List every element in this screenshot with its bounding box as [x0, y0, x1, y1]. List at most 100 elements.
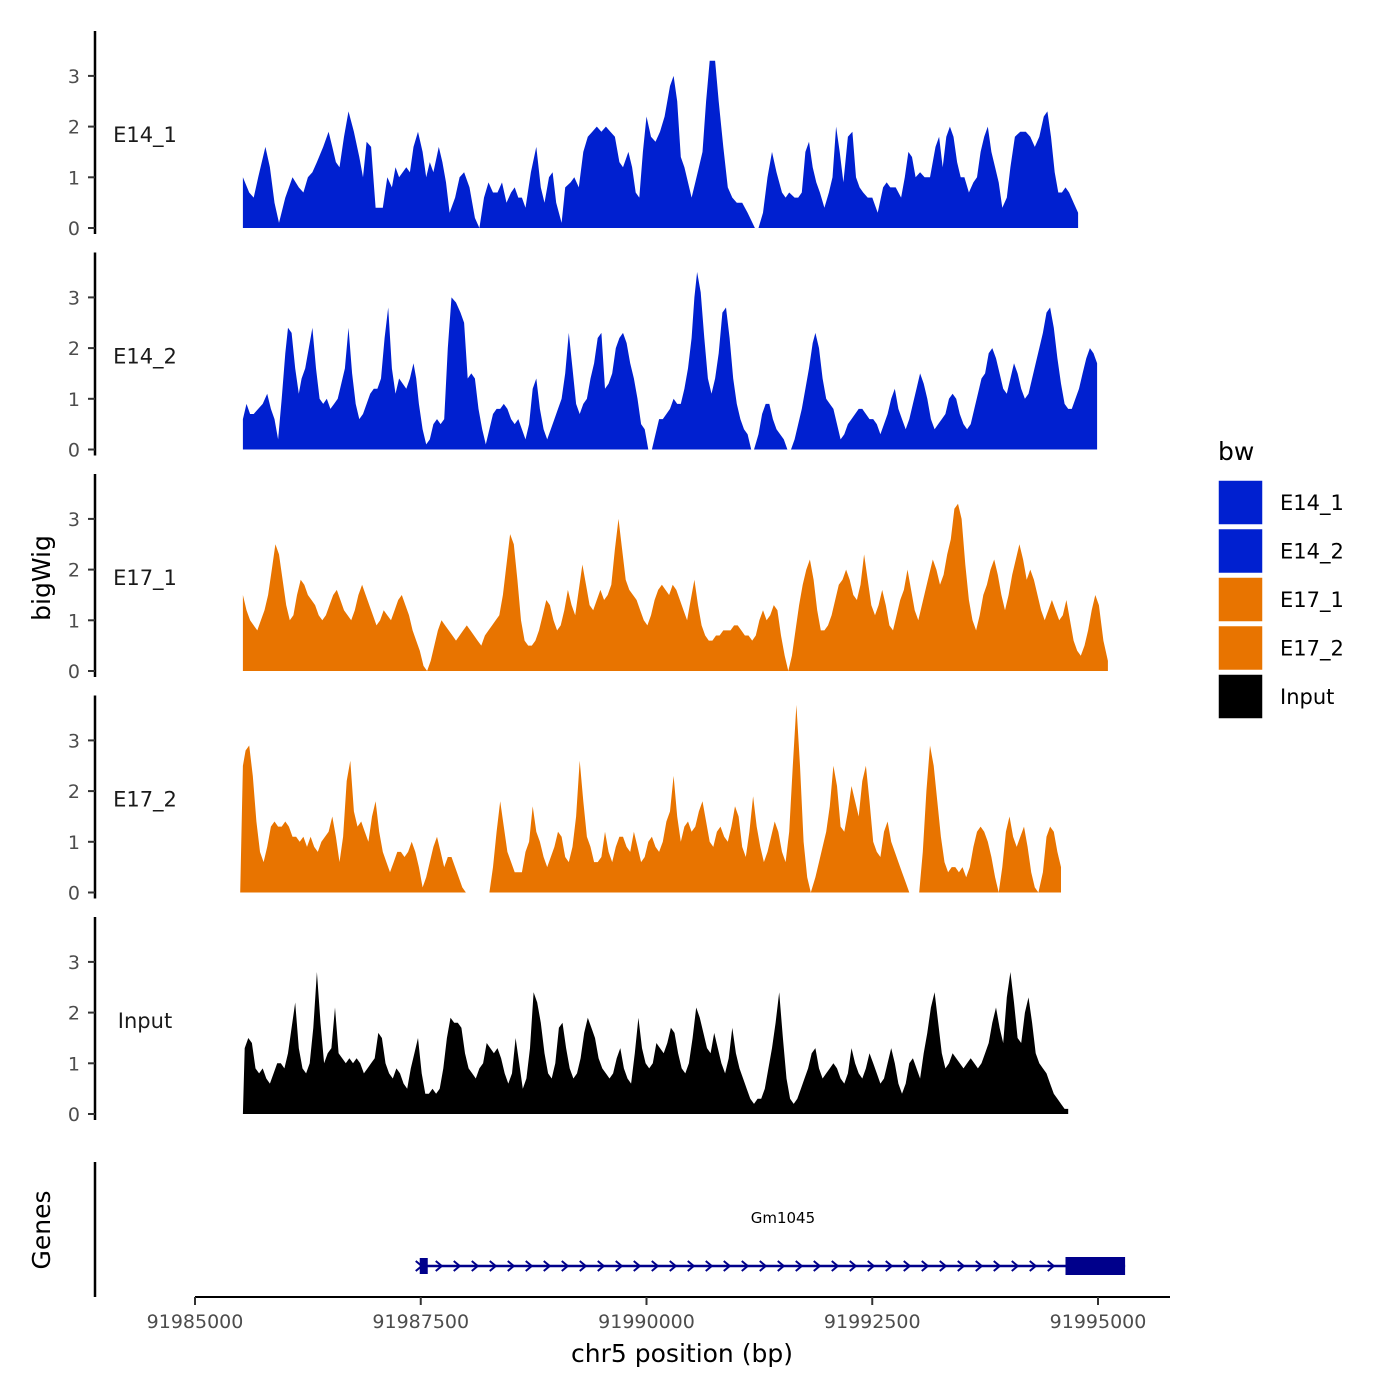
legend: bw E14_1 E14_2 E17_1 E17_2 Input	[1217, 437, 1344, 720]
strand-arrow	[525, 1260, 534, 1272]
legend-swatch	[1217, 576, 1264, 623]
strand-arrow	[813, 1260, 822, 1272]
strand-arrow	[633, 1260, 642, 1272]
y-tick-label: 0	[68, 218, 80, 240]
y-tick-label: 1	[68, 832, 80, 854]
x-tick-label: 91985000	[147, 1311, 244, 1333]
legend-label: E14_2	[1280, 540, 1344, 565]
strand-arrow	[957, 1260, 966, 1272]
strand-arrow	[705, 1260, 714, 1272]
x-tick-label: 91987500	[372, 1311, 469, 1333]
panel-label: E14_2	[113, 345, 177, 370]
strand-arrow	[507, 1260, 516, 1272]
y-tick-label: 3	[68, 509, 80, 531]
y-tick-label: 0	[68, 661, 80, 683]
strand-arrow	[723, 1260, 732, 1272]
strand-arrow	[471, 1260, 480, 1272]
x-axis-title: chr5 position (bp)	[571, 1339, 793, 1368]
strand-arrow	[885, 1260, 894, 1272]
strand-arrow	[849, 1260, 858, 1272]
legend-label: Input	[1280, 685, 1334, 709]
y-tick-label: 3	[68, 66, 80, 88]
legend-swatch	[1217, 673, 1264, 720]
y-tick-label: 3	[68, 730, 80, 752]
strand-arrow	[1047, 1260, 1056, 1272]
signal-area-E17_1	[242, 503, 1108, 671]
strand-arrow	[669, 1260, 678, 1272]
strand-arrow	[867, 1260, 876, 1272]
x-axis: 91985000 91987500 91990000 91992500 91995000	[147, 1296, 1170, 1333]
y-tick-label: 1	[68, 610, 80, 632]
strand-arrow	[435, 1260, 444, 1272]
y-tick-label: 0	[68, 440, 80, 462]
y-axis-title: bigWig	[27, 535, 56, 621]
signal-area-Input	[242, 972, 1069, 1114]
strand-arrow	[453, 1260, 462, 1272]
y-tick-label: 1	[68, 389, 80, 411]
panel-label: E17_1	[113, 566, 177, 591]
legend-item-E14_2: E14_2	[1217, 527, 1344, 575]
legend-label: E17_1	[1280, 588, 1344, 613]
strand-arrow	[975, 1260, 984, 1272]
x-tick-label: 91992500	[824, 1311, 921, 1333]
legend-item-E17_1: E17_1	[1217, 576, 1344, 623]
y-tick-label: 0	[68, 883, 80, 905]
legend-items: E14_1 E14_2 E17_1 E17_2 Input	[1217, 479, 1344, 720]
panel-label: E17_2	[113, 788, 177, 813]
y-tick-label: 3	[68, 287, 80, 309]
legend-swatch	[1217, 479, 1264, 526]
track-E17_2: 0 1 2 3 E17_2	[68, 695, 1061, 905]
x-tick-label: 91990000	[598, 1311, 695, 1333]
strand-arrow	[939, 1260, 948, 1272]
strand-arrow	[543, 1260, 552, 1272]
strand-arrow	[993, 1260, 1002, 1272]
track-E14_2: 0 1 2 3 E14_2	[68, 252, 1098, 462]
track-panels: 0 1 2 3 E14_1 0 1 2 3 E14_2 0 1 2 3 E17_1 0 1 2 3 E17_2 0 1 2 3…	[68, 31, 1108, 1126]
strand-arrow	[561, 1260, 570, 1272]
gene-exon-block	[1065, 1257, 1126, 1275]
strand-arrow	[777, 1260, 786, 1272]
legend-title: bw	[1218, 437, 1254, 466]
panel-label: Input	[118, 1009, 172, 1033]
x-ticks: 91985000 91987500 91990000 91992500 91995000	[147, 1297, 1147, 1333]
y-tick-label: 3	[68, 952, 80, 974]
y-tick-label: 2	[68, 560, 80, 582]
genes-axis-title: Genes	[27, 1190, 56, 1269]
legend-swatch	[1217, 527, 1264, 575]
strand-arrow	[615, 1260, 624, 1272]
panel-label: E14_1	[113, 123, 177, 148]
strand-arrow	[687, 1260, 696, 1272]
y-tick-label: 1	[68, 1053, 80, 1075]
strand-arrow	[489, 1260, 498, 1272]
strand-arrow	[579, 1260, 588, 1272]
track-E17_1: 0 1 2 3 E17_1	[68, 474, 1108, 683]
legend-label: E17_2	[1280, 637, 1344, 662]
legend-item-E14_1: E14_1	[1217, 479, 1344, 526]
signal-area-E14_2	[242, 272, 1098, 450]
strand-arrow	[831, 1260, 840, 1272]
legend-item-E17_2: E17_2	[1217, 624, 1344, 672]
strand-arrow	[759, 1260, 768, 1272]
gene-label: Gm1045	[751, 1209, 815, 1227]
strand-arrow	[795, 1260, 804, 1272]
track-E14_1: 0 1 2 3 E14_1	[68, 31, 1079, 240]
gene-utr-block	[419, 1258, 428, 1274]
legend-label: E14_1	[1280, 491, 1344, 516]
strand-arrow	[903, 1260, 912, 1272]
strand-arrow	[921, 1260, 930, 1272]
strand-arrow	[741, 1260, 750, 1272]
track-Input: 0 1 2 3 Input	[68, 917, 1069, 1126]
genes-panel: Gm1045	[93, 1162, 1126, 1297]
gene-Gm1045: Gm1045	[415, 1209, 1126, 1275]
y-tick-label: 2	[68, 117, 80, 139]
y-tick-label: 2	[68, 1003, 80, 1025]
strand-arrow	[651, 1260, 660, 1272]
strand-arrow	[1011, 1260, 1020, 1272]
y-tick-label: 0	[68, 1104, 80, 1126]
y-tick-label: 1	[68, 167, 80, 189]
y-tick-label: 2	[68, 338, 80, 360]
legend-swatch	[1217, 624, 1264, 672]
strand-arrow	[597, 1260, 606, 1272]
x-tick-label: 91995000	[1050, 1311, 1147, 1333]
